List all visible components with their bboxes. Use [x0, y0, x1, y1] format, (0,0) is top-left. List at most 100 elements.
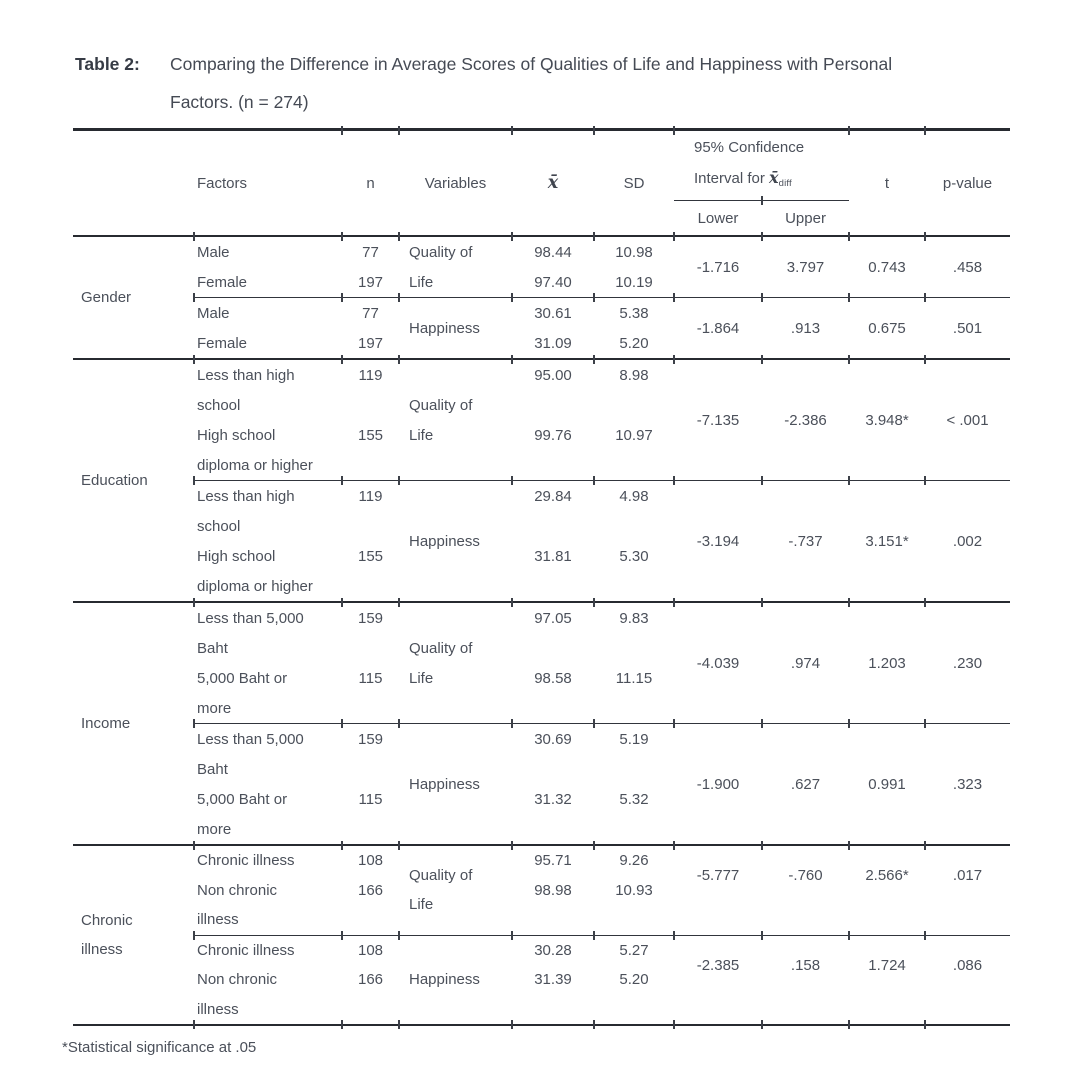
- col-header-n: n: [341, 124, 399, 237]
- empty-cell: [342, 511, 399, 541]
- p-cell: .458: [924, 231, 1010, 298]
- upper-cell: -.760: [761, 840, 849, 905]
- factor-cell: Baht: [197, 760, 228, 778]
- sd-cell: 9.26: [593, 840, 674, 876]
- sd-cell: 5.20: [619, 971, 649, 989]
- group-cell: Income: [81, 715, 131, 732]
- lower-cell: -4.039: [673, 597, 762, 724]
- factor-cell: Male: [193, 293, 342, 328]
- t-cell: 1.724: [848, 931, 926, 995]
- group-cell: Gender: [81, 289, 132, 306]
- empty-cell: [512, 450, 594, 481]
- mean-cell: 30.69: [511, 719, 594, 754]
- factor-cell: Less than high: [193, 354, 342, 390]
- n-cell: 119: [341, 476, 399, 511]
- factor-cell: 5,000 Baht or: [197, 669, 288, 687]
- xbar-diff-symbol: x̄: [769, 167, 779, 187]
- section-education: Education Less than high 119 95.00 8.98 …: [73, 354, 1011, 602]
- p-cell: .017: [924, 840, 1010, 905]
- factor-cell: Less than high: [193, 476, 342, 511]
- n-cell: 115: [358, 669, 383, 687]
- factor-cell: illness: [193, 995, 342, 1029]
- n-cell: 155: [357, 547, 384, 565]
- mean-cell: 30.28: [511, 931, 594, 965]
- n-cell: 77: [341, 293, 399, 328]
- section-gender: Gender Male 77 Quality of 98.44 10.98 -1…: [73, 231, 1011, 359]
- factor-cell: Baht: [197, 639, 228, 657]
- factor-cell: Non chronic: [197, 971, 278, 989]
- group-cell: Education: [81, 472, 148, 489]
- table-title-label: Table 2:: [75, 54, 140, 74]
- mean-cell: 95.00: [511, 354, 594, 390]
- variable-cell: Quality of Life: [398, 840, 512, 935]
- empty-cell: [512, 693, 594, 724]
- col-header-pvalue: p-value: [924, 124, 1010, 237]
- group-label-line1: Chronic: [81, 911, 133, 929]
- empty-cell: [925, 905, 1010, 935]
- mean-cell: 98.58: [534, 669, 572, 687]
- variable-cell: Life: [409, 426, 434, 444]
- empty-cell: [399, 693, 512, 724]
- empty-cell: [512, 754, 594, 784]
- empty-cell: [512, 633, 594, 663]
- factor-cell: Less than 5,000: [193, 719, 342, 754]
- factor-cell: more: [197, 820, 232, 838]
- factor-cell: 5,000 Baht or: [197, 790, 288, 808]
- table-title-line1: Comparing the Difference in Average Scor…: [170, 54, 893, 74]
- empty-cell: [512, 814, 594, 845]
- t-cell: 1.203: [848, 597, 925, 724]
- t-cell: 0.991: [848, 719, 926, 845]
- empty-cell: [761, 995, 849, 1029]
- mean-cell: 99.76: [534, 426, 572, 444]
- variable-line2: Life: [409, 896, 434, 914]
- empty-cell: [594, 571, 674, 602]
- upper-cell: -2.386: [761, 354, 849, 481]
- upper-cell: 3.797: [761, 231, 849, 298]
- p-cell: .002: [924, 476, 1011, 602]
- variable-cell: Life: [409, 273, 434, 291]
- n-cell: 108: [341, 840, 399, 876]
- empty-cell: [924, 995, 1010, 1029]
- variable-cell: Happiness: [409, 775, 480, 793]
- factor-cell: diploma or higher: [197, 577, 313, 595]
- mean-cell: 29.84: [511, 476, 594, 511]
- t-cell: 3.948*: [848, 354, 925, 481]
- variable-cell: Happiness: [409, 532, 480, 550]
- sd-cell: 10.97: [615, 426, 653, 444]
- table-header: Factors n Variables x̄ SD 95% Confidence…: [73, 124, 1011, 237]
- sd-cell: 10.93: [615, 881, 653, 899]
- n-cell: 159: [341, 719, 399, 754]
- empty-cell: [73, 130, 194, 237]
- empty-cell: [593, 995, 674, 1029]
- mean-cell: 98.44: [511, 231, 594, 267]
- diff-subscript: diff: [778, 177, 792, 189]
- t-cell: 2.566*: [848, 840, 925, 905]
- empty-cell: [511, 995, 594, 1029]
- empty-cell: [398, 995, 512, 1029]
- sd-cell: 5.20: [619, 334, 649, 352]
- mean-cell: 31.81: [534, 547, 572, 565]
- table-title-text: Comparing the Difference in Average Scor…: [170, 45, 892, 121]
- empty-cell: [342, 571, 399, 602]
- mean-cell: 97.40: [534, 273, 572, 291]
- empty-cell: [398, 597, 512, 633]
- empty-cell: [594, 905, 674, 935]
- factor-cell: Female: [197, 334, 248, 352]
- empty-cell: [342, 754, 399, 784]
- empty-cell: [594, 754, 674, 784]
- empty-cell: [594, 633, 674, 663]
- lower-cell: -7.135: [673, 354, 762, 481]
- sd-cell: 8.98: [593, 354, 674, 390]
- factor-cell: Non chronic: [197, 881, 278, 899]
- group-label-line2: illness: [81, 941, 123, 958]
- mean-cell: 30.61: [511, 293, 594, 328]
- col-header-factors: Factors: [197, 174, 248, 192]
- mean-cell: 98.98: [534, 881, 572, 899]
- empty-cell: [399, 814, 512, 845]
- table-title: Table 2: Comparing the Difference in Ave…: [75, 45, 1080, 121]
- factor-cell: Female: [197, 273, 248, 291]
- col-header-xbar: x̄: [511, 124, 594, 237]
- factor-cell: school: [197, 396, 241, 414]
- variable-cell: Quality of: [409, 639, 473, 657]
- empty-cell: [342, 633, 399, 663]
